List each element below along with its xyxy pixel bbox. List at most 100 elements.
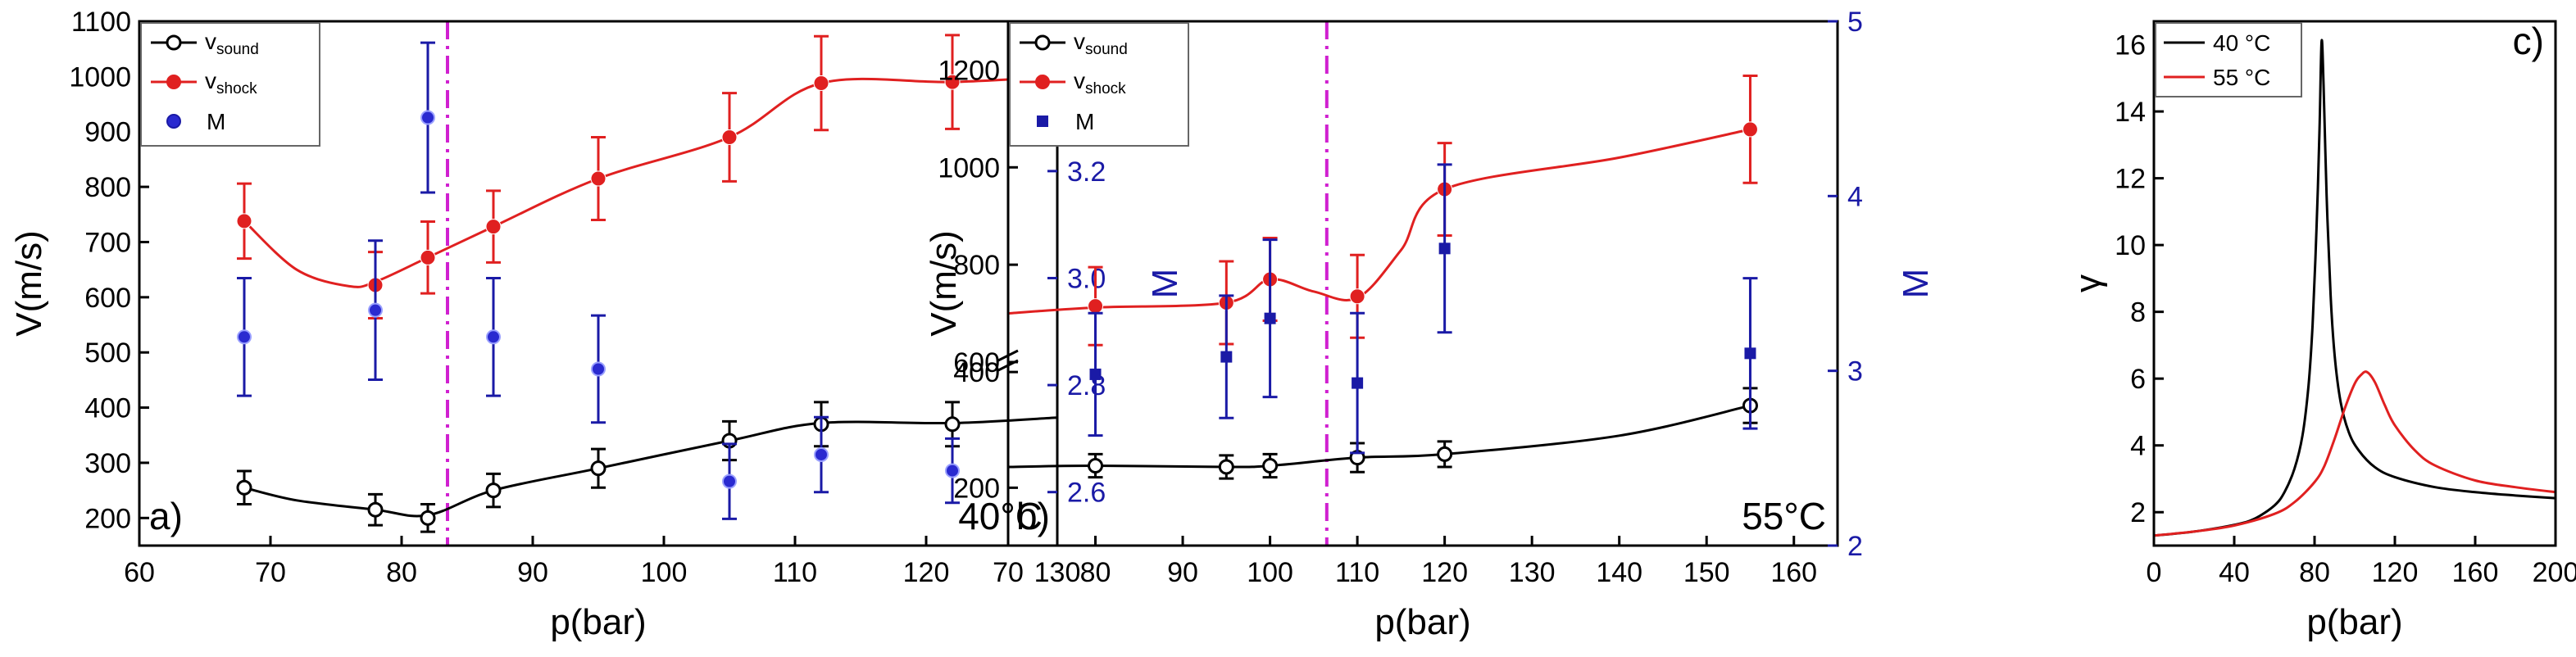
a-y2tick-label: 3.0 [1067, 263, 1106, 294]
panel-b-y2label: M [1896, 269, 1936, 299]
a-M-point [368, 302, 383, 318]
a-xtick-label: 60 [124, 557, 155, 588]
a-xtick-label: 110 [773, 557, 817, 588]
a-ytick-label: 200 [84, 503, 131, 534]
panel-c-legend: 40 °C 55 °C [2155, 22, 2302, 97]
c-ytick-label: 14 [2115, 97, 2146, 128]
a-M-point [420, 110, 435, 125]
a-xtick-label: 120 [903, 557, 950, 588]
b-v_shock-point [1088, 298, 1104, 315]
a-xtick-label: 80 [386, 557, 417, 588]
a-xtick-label: 90 [517, 557, 548, 588]
legend-shock-sub: shock [216, 80, 257, 97]
a-v_sound-point [420, 510, 436, 526]
b-xtick-label: 110 [1335, 557, 1379, 588]
panel-b: 70 80 90 100 110 120 130 140 150 160 600 800 1000 120… [924, 7, 1936, 642]
panel-b-xlabel: p(bar) [1374, 602, 1470, 642]
b-y2tick-label: 2 [1847, 531, 1863, 562]
b-y2tick-label: 3 [1847, 356, 1863, 387]
panel-a-legend: v sound v shock M [140, 22, 320, 147]
a-ytick-label: 300 [84, 448, 131, 479]
c-series-0-line [2153, 39, 2556, 537]
b-ytick-label: 400 [953, 357, 1000, 388]
b-M-point [1264, 312, 1276, 324]
legend-b-mach-label: M [1075, 109, 1094, 134]
a-v_shock-curve [243, 75, 1058, 288]
legend-c-40-label: 40 °C [2213, 30, 2270, 56]
a-v_shock-point [944, 74, 961, 90]
a-v_sound-point [590, 460, 607, 477]
b-xtick-label: 70 [993, 557, 1024, 588]
b-v_sound-point [1088, 458, 1104, 474]
panel-a-xlabel: p(bar) [550, 602, 646, 642]
a-v_sound-curve [243, 416, 1058, 518]
b-xtick-label: 120 [1421, 557, 1468, 588]
b-v_shock-point [1349, 288, 1365, 305]
a-xtick-label: 100 [641, 557, 688, 588]
b-xtick-label: 90 [1167, 557, 1198, 588]
a-xtick-label: 70 [255, 557, 286, 588]
a-M-point [722, 473, 737, 489]
a-v_shock-point [236, 213, 252, 229]
b-xtick-label: 80 [1080, 557, 1111, 588]
a-ytick-label: 500 [84, 338, 131, 369]
b-y2tick-label: 5 [1847, 7, 1863, 38]
panel-a-label: a) [149, 495, 183, 537]
b-v_sound-point [1437, 446, 1453, 462]
c-xtick-label: 80 [2299, 557, 2330, 588]
a-M-point [486, 329, 501, 345]
legend-b-sound-sub: sound [1085, 41, 1128, 58]
b-v_shock-point [1742, 121, 1758, 138]
panel-b-label: b) [1016, 495, 1050, 537]
panel-a-temperature: 40°C [958, 495, 1043, 537]
c-ytick-label: 12 [2115, 164, 2146, 195]
panel-a-frame [138, 20, 1059, 547]
c-xtick-label: 120 [2372, 557, 2419, 588]
a-v_shock-point [420, 249, 436, 265]
b-M-point [1089, 368, 1102, 380]
a-v_shock-point [721, 129, 738, 145]
panel-c-xlabel: p(bar) [2306, 602, 2402, 642]
a-M-point [237, 329, 252, 345]
b-M-point [1744, 347, 1756, 360]
b-v_sound-curve [1007, 404, 1751, 469]
b-y2tick-label: 4 [1847, 181, 1863, 212]
a-ytick-label: 700 [84, 227, 131, 258]
b-v_sound-point [1218, 459, 1234, 475]
legend-mach-marker [166, 114, 181, 129]
a-v_shock-point [485, 219, 502, 235]
c-xtick-label: 0 [2147, 557, 2162, 588]
legend-shock-marker [166, 75, 181, 89]
legend-sound-sub: sound [216, 41, 259, 58]
b-M-point [1438, 242, 1451, 255]
b-xtick-label: 130 [1509, 557, 1556, 588]
a-v_sound-point [944, 416, 961, 433]
c-ytick-label: 16 [2115, 30, 2146, 61]
c-xtick-label: 160 [2452, 557, 2499, 588]
a-ytick-label: 400 [84, 393, 131, 424]
panel-c: 0 40 80 120 160 200 2 4 6 8 10 12 14 16 40 °C 55 °C c… [2068, 20, 2576, 642]
panel-b-legend: v sound v shock M [1009, 22, 1189, 147]
a-M-point [591, 361, 606, 377]
panel-b-temperature: 55°C [1742, 495, 1826, 537]
b-ytick-label: 1000 [938, 152, 1000, 184]
b-xtick-label: 140 [1596, 557, 1642, 588]
b-ytick-label: 200 [953, 473, 1000, 504]
b-ytick-label: 800 [953, 250, 1000, 281]
c-ytick-label: 10 [2115, 230, 2146, 261]
c-series-1-line [2153, 370, 2556, 537]
legend-sound-marker [166, 34, 182, 51]
a-y2tick-label: 2.6 [1067, 478, 1106, 509]
panel-b-frame [1006, 20, 1839, 547]
b-v_shock-curve [1007, 128, 1751, 315]
panel-b-ylabel: V(m/s) [924, 230, 964, 337]
legend-mach-label: M [207, 109, 225, 134]
legend-b-sound-label: v [1074, 29, 1085, 54]
b-xtick-label: 160 [1770, 557, 1817, 588]
legend-b-shock-marker [1035, 75, 1050, 89]
b-M-point [1352, 377, 1364, 389]
panel-a-ylabel: V(m/s) [9, 230, 49, 337]
a-v_sound-point [367, 501, 384, 518]
